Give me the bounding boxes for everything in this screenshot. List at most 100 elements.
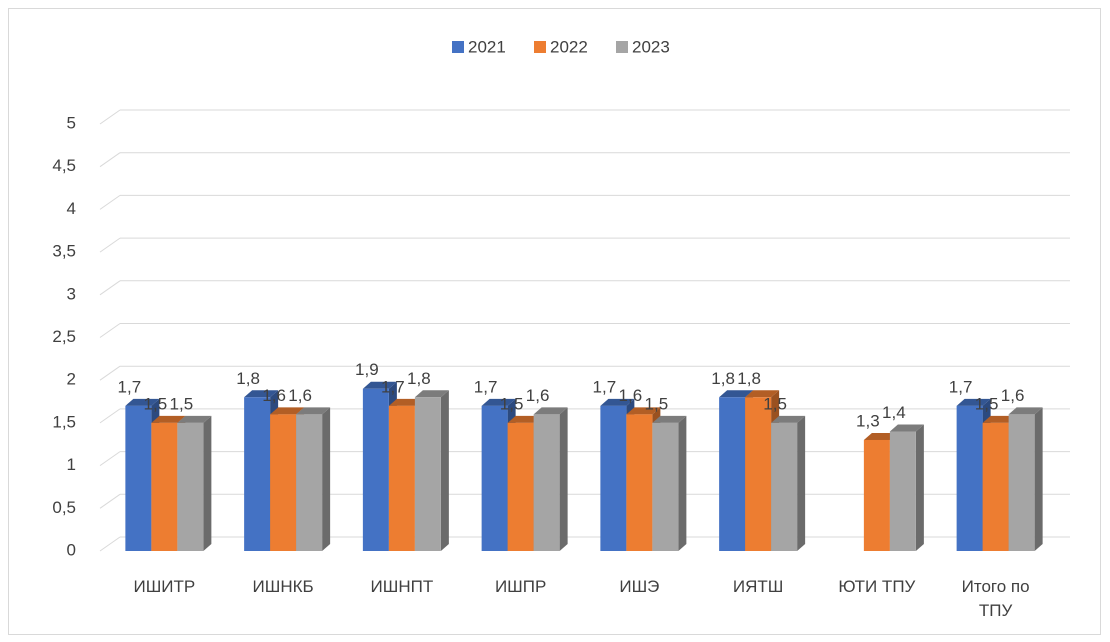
bar — [296, 414, 323, 551]
bar — [270, 414, 297, 551]
y-tick-label: 5 — [67, 113, 76, 132]
bar-top — [863, 432, 898, 440]
value-label: 1,8 — [737, 369, 761, 388]
y-tick-label: 0 — [67, 540, 76, 559]
bar — [414, 397, 441, 551]
bar — [388, 405, 415, 551]
bar-top — [1008, 407, 1043, 415]
bar-top — [626, 407, 661, 415]
bar — [125, 405, 152, 551]
value-label: 1,5 — [763, 394, 787, 413]
bar-top — [270, 407, 305, 415]
legend-swatch — [616, 41, 628, 53]
grid-line-side — [99, 451, 121, 467]
bar-top — [414, 390, 449, 398]
value-label: 1,8 — [407, 369, 431, 388]
y-tick-label: 4,5 — [52, 156, 76, 175]
bar-top — [719, 390, 754, 398]
grid-line-side — [99, 365, 121, 381]
value-label: 1,5 — [144, 394, 168, 413]
bar-top — [125, 398, 160, 406]
bar-top — [956, 398, 991, 406]
value-label: 1,6 — [1001, 386, 1025, 405]
bar-top — [533, 407, 568, 415]
value-label: 1,4 — [882, 403, 906, 422]
bar-top — [745, 390, 780, 398]
value-label: 1,7 — [593, 377, 617, 396]
legend-label: 2023 — [632, 37, 670, 56]
x-tick-label: ИШНПТ — [370, 577, 434, 596]
bar-side — [559, 407, 568, 551]
value-label: 1,5 — [645, 394, 669, 413]
grid-line-side — [99, 493, 121, 509]
grid-line-side — [99, 109, 121, 125]
grid-line-side — [99, 280, 121, 296]
value-label: 1,8 — [236, 369, 260, 388]
y-tick-label: 4 — [67, 199, 76, 218]
legend-label: 2022 — [550, 37, 588, 56]
bar — [533, 414, 560, 551]
value-label: 1,7 — [381, 377, 405, 396]
bar — [626, 414, 653, 551]
bar — [362, 388, 389, 551]
bar — [652, 422, 679, 551]
y-tick-label: 2 — [67, 370, 76, 389]
x-tick-label: Итого по ТПУ — [961, 577, 1030, 620]
value-label: 1,5 — [170, 394, 194, 413]
bar-top — [481, 398, 516, 406]
bar — [177, 422, 204, 551]
grid-line-side — [99, 536, 121, 552]
grid-line-side — [99, 237, 121, 253]
grid-line-side — [99, 152, 121, 168]
bar-top — [507, 415, 542, 423]
bar — [982, 422, 1009, 551]
legend-swatch — [452, 41, 464, 53]
value-label: 1,6 — [619, 386, 643, 405]
bar — [771, 422, 798, 551]
bar-top — [151, 415, 186, 423]
value-label: 1,6 — [262, 386, 286, 405]
x-tick-label: ИШПР — [494, 577, 547, 596]
y-tick-label: 2,5 — [52, 327, 76, 346]
x-tick-label: ИЯТШ — [732, 577, 784, 596]
bar-top — [388, 398, 423, 406]
legend-swatch — [534, 41, 546, 53]
bar — [889, 431, 916, 551]
value-label: 1,3 — [856, 411, 880, 430]
bar-side — [203, 415, 212, 551]
bar-side — [915, 424, 924, 551]
grid-line-side — [99, 194, 121, 210]
bar-top — [889, 424, 924, 432]
bar — [244, 397, 271, 551]
bar-side — [797, 415, 806, 551]
bar — [745, 397, 772, 551]
bar-side — [322, 407, 331, 551]
bar — [719, 397, 746, 551]
grid-line-side — [99, 408, 121, 424]
legend-label: 2021 — [468, 37, 506, 56]
bar-top — [600, 398, 635, 406]
value-label: 1,7 — [949, 377, 973, 396]
x-tick-label: ЮТИ ТПУ — [838, 577, 916, 596]
x-tick-label: ИШЭ — [619, 577, 660, 596]
bar-side — [440, 390, 449, 551]
bar — [600, 405, 627, 551]
bar — [481, 405, 508, 551]
y-tick-label: 3 — [67, 284, 76, 303]
value-label: 1,7 — [118, 377, 142, 396]
bar — [151, 422, 178, 551]
bar-top — [296, 407, 331, 415]
y-tick-label: 1 — [67, 455, 76, 474]
value-label: 1,8 — [711, 369, 735, 388]
bar — [1008, 414, 1035, 551]
x-tick-label: ИШИТР — [133, 577, 196, 596]
y-tick-label: 1,5 — [52, 412, 76, 431]
y-tick-label: 3,5 — [52, 242, 76, 261]
bar-top — [982, 415, 1017, 423]
value-label: 1,5 — [975, 394, 999, 413]
bar-side — [1034, 407, 1043, 551]
y-tick-label: 0,5 — [52, 498, 76, 517]
value-label: 1,6 — [526, 386, 550, 405]
